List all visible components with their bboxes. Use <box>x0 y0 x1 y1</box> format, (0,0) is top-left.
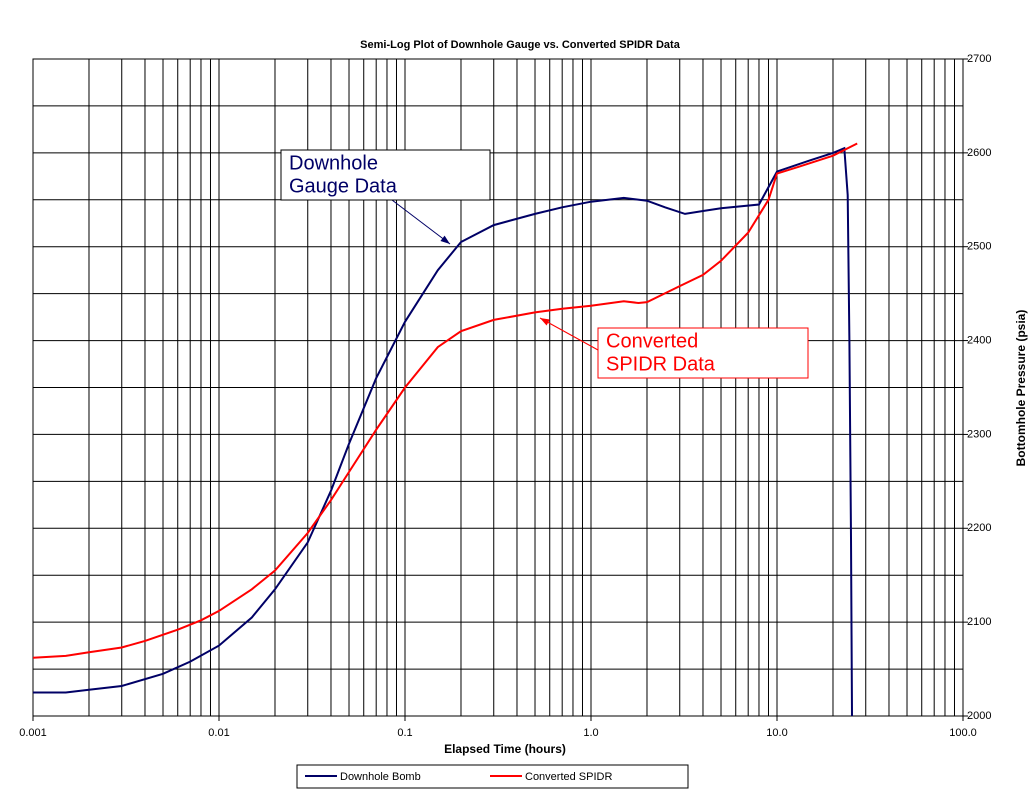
annotation-text: SPIDR Data <box>606 353 716 375</box>
annotation-arrowhead <box>540 318 550 326</box>
annotation-arrow <box>539 317 599 351</box>
series-line <box>33 146 853 717</box>
annotation-arrow <box>391 199 451 245</box>
y-tick-label: 2700 <box>967 53 991 65</box>
x-tick-label: 0.1 <box>397 727 412 739</box>
y-tick-label: 2300 <box>967 428 991 440</box>
annotation-text: Gauge Data <box>289 175 398 197</box>
y-tick-label: 2600 <box>967 147 991 159</box>
x-tick-label: 1.0 <box>583 727 598 739</box>
annotation-arrowhead <box>440 235 450 244</box>
y-tick-label: 2200 <box>967 522 991 534</box>
x-tick-label: 10.0 <box>766 727 787 739</box>
y-tick-label: 2000 <box>967 710 991 722</box>
legend-label: Downhole Bomb <box>340 771 421 783</box>
legend-label: Converted SPIDR <box>525 771 612 783</box>
y-tick-label: 2400 <box>967 334 991 346</box>
x-tick-label: 100.0 <box>949 727 977 739</box>
annotation-box <box>597 327 809 379</box>
annotation-text: Downhole <box>289 152 378 174</box>
x-axis-label: Elapsed Time (hours) <box>444 742 566 756</box>
x-tick-label: 0.001 <box>19 727 47 739</box>
y-tick-label: 2100 <box>967 616 991 628</box>
y-tick-label: 2500 <box>967 241 991 253</box>
annotation-text: Converted <box>606 330 698 352</box>
series-line <box>32 142 858 659</box>
x-tick-label: 0.01 <box>208 727 229 739</box>
plot-border <box>32 58 964 717</box>
y-axis-label: Bottomhole Pressure (psia) <box>1014 310 1028 467</box>
chart-title: Semi-Log Plot of Downhole Gauge vs. Conv… <box>360 39 681 51</box>
annotation-box <box>280 149 491 201</box>
